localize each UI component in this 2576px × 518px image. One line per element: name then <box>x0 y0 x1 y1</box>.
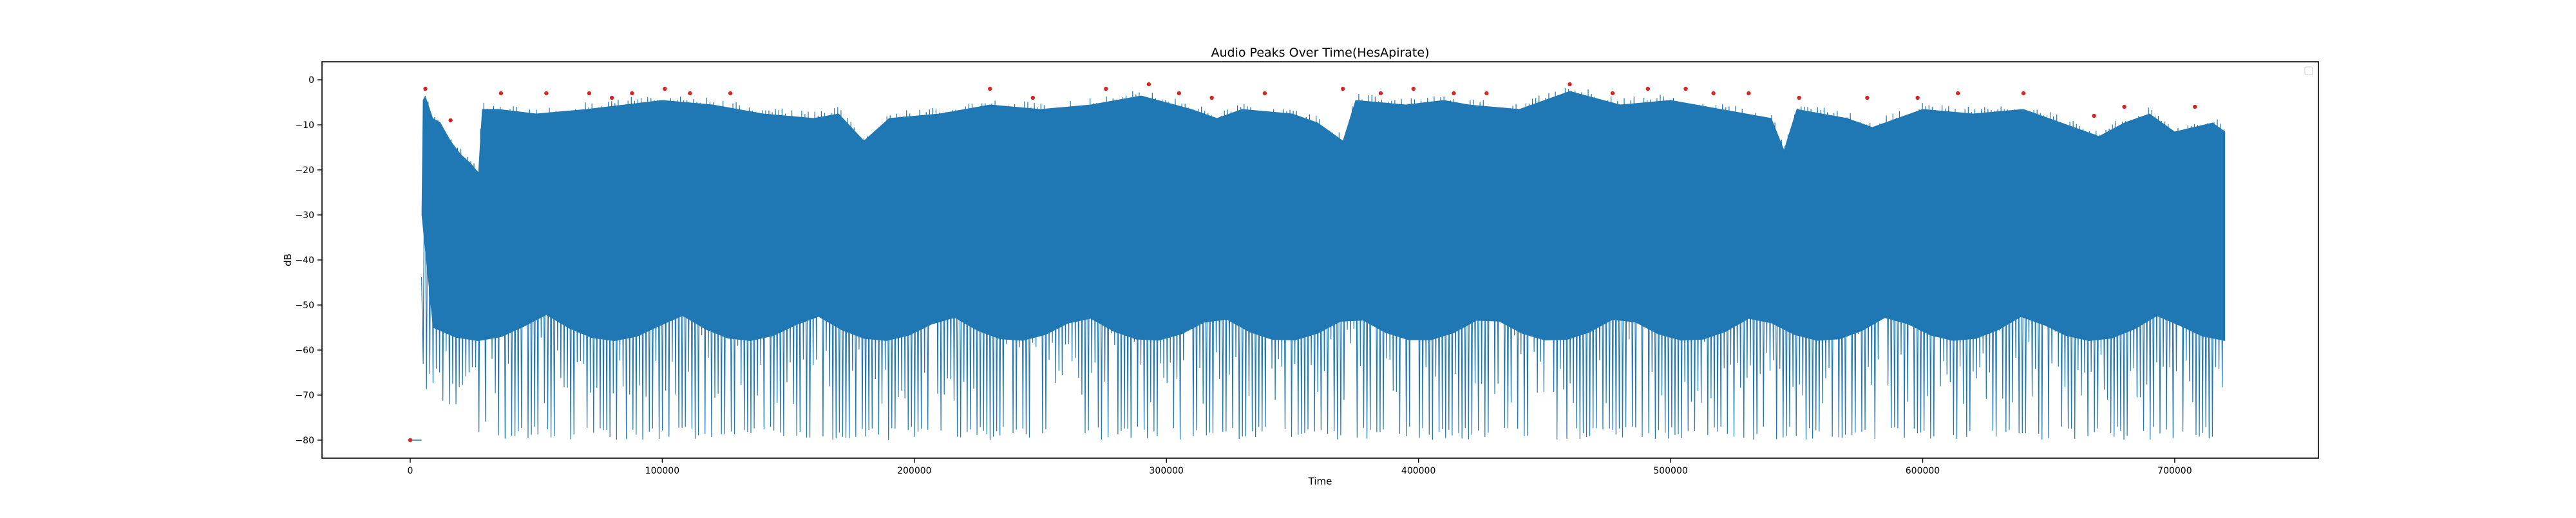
y-tick-label: −60 <box>295 346 314 356</box>
x-tick-label: 500000 <box>1653 466 1687 476</box>
peak-marker <box>1262 91 1267 96</box>
x-tick-label: 400000 <box>1401 466 1435 476</box>
peak-marker <box>1341 86 1345 91</box>
x-axis: 0 100000 200000 300000 400000 500000 600000 700… <box>408 458 2192 476</box>
peak-marker <box>988 86 992 91</box>
peak-marker <box>1484 91 1489 96</box>
series-0 <box>410 88 2226 441</box>
peak-marker <box>408 438 413 443</box>
peak-marker <box>448 118 453 123</box>
x-tick-label: 300000 <box>1150 466 1184 476</box>
x-tick-label: 200000 <box>897 466 931 476</box>
peak-marker <box>2092 113 2096 118</box>
peak-marker <box>1452 91 1456 96</box>
y-tick-label: −70 <box>295 391 314 401</box>
peak-marker <box>1030 95 1035 100</box>
peak-marker <box>1567 82 1572 87</box>
peak-marker <box>1104 86 1108 91</box>
peak-marker <box>498 91 504 96</box>
peak-marker <box>1956 91 1960 96</box>
peak-marker <box>2122 104 2126 109</box>
y-tick-label: −40 <box>295 255 314 266</box>
peak-marker <box>1865 95 1870 100</box>
peak-marker <box>663 86 667 91</box>
legend-box <box>2304 66 2313 75</box>
peak-marker <box>2021 91 2026 96</box>
plot-area <box>408 82 2226 443</box>
y-tick-label: −10 <box>295 120 314 131</box>
peak-marker <box>688 91 692 96</box>
peak-marker <box>544 91 549 96</box>
peak-marker <box>728 91 733 96</box>
peak-marker <box>423 86 428 91</box>
peak-marker <box>1645 86 1651 91</box>
peak-marker <box>609 95 614 100</box>
series-dense-body <box>421 91 2226 359</box>
peak-marker <box>1209 95 1214 100</box>
chart-title: Audio Peaks Over Time(HesApirate) <box>1211 46 1430 60</box>
x-tick-label: 600000 <box>1906 466 1940 476</box>
peak-marker <box>587 91 592 96</box>
y-axis-label: dB <box>282 254 294 266</box>
peak-marker <box>1915 95 1920 100</box>
peak-marker <box>2193 104 2197 109</box>
y-axis: 0 −10 −20 −30 −40 −50 −60 −70 −80 <box>295 75 322 446</box>
peak-marker <box>1177 91 1182 96</box>
x-axis-label: Time <box>1308 476 1332 487</box>
x-tick-label: 100000 <box>645 466 679 476</box>
peak-markers <box>408 82 2197 443</box>
peak-marker <box>1711 91 1716 96</box>
peak-marker <box>1411 86 1416 91</box>
peak-marker <box>1146 82 1151 87</box>
y-tick-label: −50 <box>295 301 314 311</box>
peak-marker <box>1610 91 1615 96</box>
y-tick-label: 0 <box>308 75 314 86</box>
peak-marker <box>1797 95 1801 100</box>
peak-marker <box>1683 86 1688 91</box>
x-tick-label: 700000 <box>2157 466 2192 476</box>
peak-marker <box>630 91 634 96</box>
y-tick-label: −20 <box>295 165 314 176</box>
peak-marker <box>1378 91 1383 96</box>
peak-marker <box>1747 91 1751 96</box>
y-tick-label: −30 <box>295 210 314 221</box>
y-tick-label: −80 <box>295 436 314 446</box>
x-tick-label: 0 <box>408 466 413 476</box>
